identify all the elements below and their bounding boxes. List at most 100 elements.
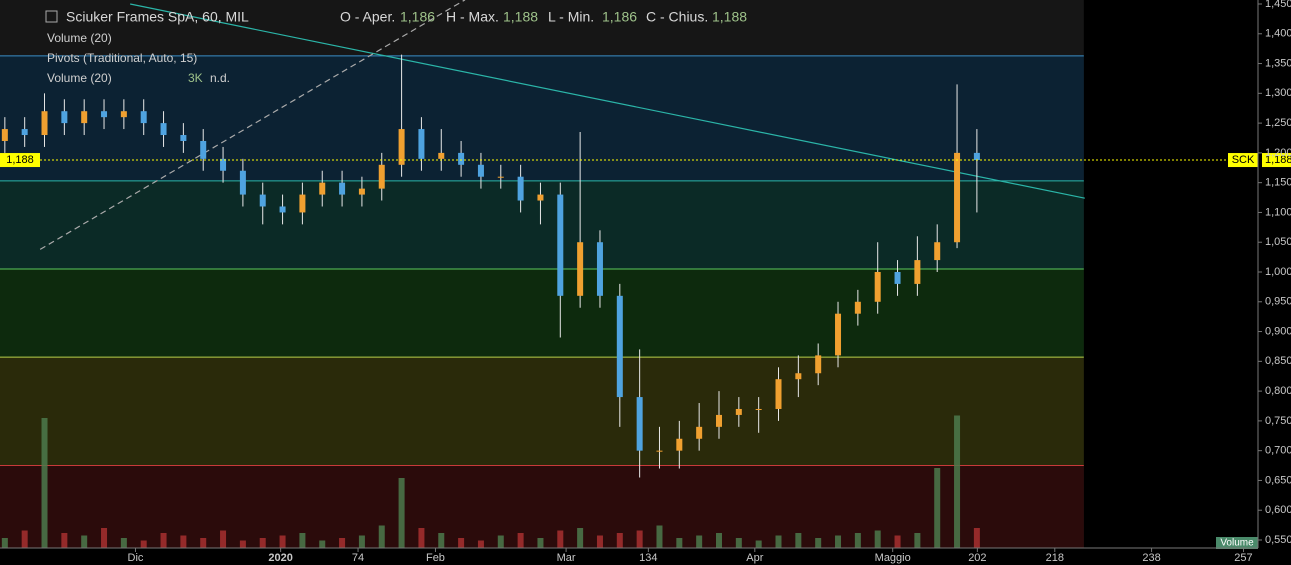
y-tick-label: 1,100 [1265,206,1291,218]
candle-body [81,111,88,124]
volume-bar [537,538,544,548]
ohlc-value: 1,186 [602,9,637,25]
volume-bar [438,533,445,548]
y-tick-label: 0,800 [1265,385,1291,397]
candle-body [755,408,762,410]
indicator-label[interactable]: Volume (20) [47,71,112,85]
candle-body [398,129,405,165]
volume-bar [636,530,643,548]
volume-bar [21,530,28,548]
volume-bar [854,533,861,548]
x-tick-label: 134 [639,552,657,564]
ohlc-value: 1,188 [503,9,538,25]
pivot-zone [0,357,1084,466]
y-tick-label: 1,250 [1265,117,1291,129]
y-tick-label: 0,900 [1265,325,1291,337]
volume-bar [517,533,524,548]
candle-body [438,152,445,159]
price-tag-label: 1,188 [1265,154,1291,166]
y-tick-label: 0,950 [1265,296,1291,308]
candle-body [160,123,167,136]
volume-bar [418,528,425,548]
y-tick-label: 1,450 [1265,0,1291,10]
volume-tag [1216,537,1258,549]
volume-bar [616,533,623,548]
indicator-label[interactable]: Pivots (Traditional, Auto, 15) [47,51,197,65]
candle-body [1,129,8,141]
volume-bar [577,528,584,548]
volume-bar [140,540,147,548]
volume-bar [259,538,266,548]
candle-body [636,397,643,451]
volume-bar [835,535,842,548]
candle-body [61,111,68,124]
x-tick-label: Mar [557,552,576,564]
volume-bar [973,528,980,548]
candle-body [973,152,980,161]
candle-body [676,438,683,451]
x-tick-label: 2020 [268,552,292,564]
candle-body [101,111,108,118]
y-tick-label: 1,150 [1265,177,1291,189]
volume-bar [874,530,881,548]
trend-line [39,0,466,250]
y-tick-label: 0,650 [1265,474,1291,486]
volume-bar [299,533,306,548]
volume-bar [160,533,167,548]
collapse-icon[interactable] [45,10,58,23]
volume-bar [894,535,901,548]
y-tick-label: 1,000 [1265,266,1291,278]
volume-bar [1,538,8,548]
ohlc-label: H - Max. [446,9,499,25]
candle-body [358,188,365,195]
candle-body [180,135,187,141]
candle-body [934,242,941,261]
ohlc-label: O - Aper. [340,9,395,25]
volume-bar [775,535,782,548]
candle-body [140,111,147,124]
volume-bar [239,540,246,548]
candle-body [517,176,524,201]
candle-body [259,194,266,207]
price-tag-label: 1,188 [6,154,34,166]
candle-body [279,206,286,213]
candle-body [458,152,465,165]
candle-body [378,164,385,189]
volume-bar [954,415,961,548]
volume-bar [41,418,48,548]
candle-body [815,355,822,374]
candle-body [299,194,306,213]
candle-body [537,194,544,201]
volume-tag-label: Volume [1220,538,1254,549]
y-tick-label: 1,050 [1265,236,1291,248]
volume-bar [339,538,346,548]
candle-body [596,242,603,296]
pivot-zone [0,180,1084,270]
volume-bar [815,538,822,548]
x-tick-label: 74 [352,552,364,564]
volume-bar [200,538,207,548]
ohlc-value: 1,188 [712,9,747,25]
candle-body [477,164,484,177]
x-tick-label: 202 [968,552,986,564]
x-tick-label: 257 [1234,552,1252,564]
candle-body [319,182,326,195]
candle-body [339,182,346,195]
volume-bar [81,535,88,548]
volume-bar [557,530,564,548]
price-tag [0,153,40,168]
candle-body [577,242,584,296]
indicator-label[interactable]: Volume (20) [47,31,112,45]
volume-bar [696,535,703,548]
pivot-zone [0,465,1084,548]
volume-bar [715,533,722,548]
ohlc-label: C - Chius. [646,9,708,25]
volume-bar [220,530,227,548]
volume-bar [120,538,127,548]
candle-body [874,272,881,302]
volume-bar [914,533,921,548]
y-tick-label: 0,750 [1265,415,1291,427]
candle-body [914,260,921,284]
symbol-tag-label: SCK [1232,154,1255,166]
